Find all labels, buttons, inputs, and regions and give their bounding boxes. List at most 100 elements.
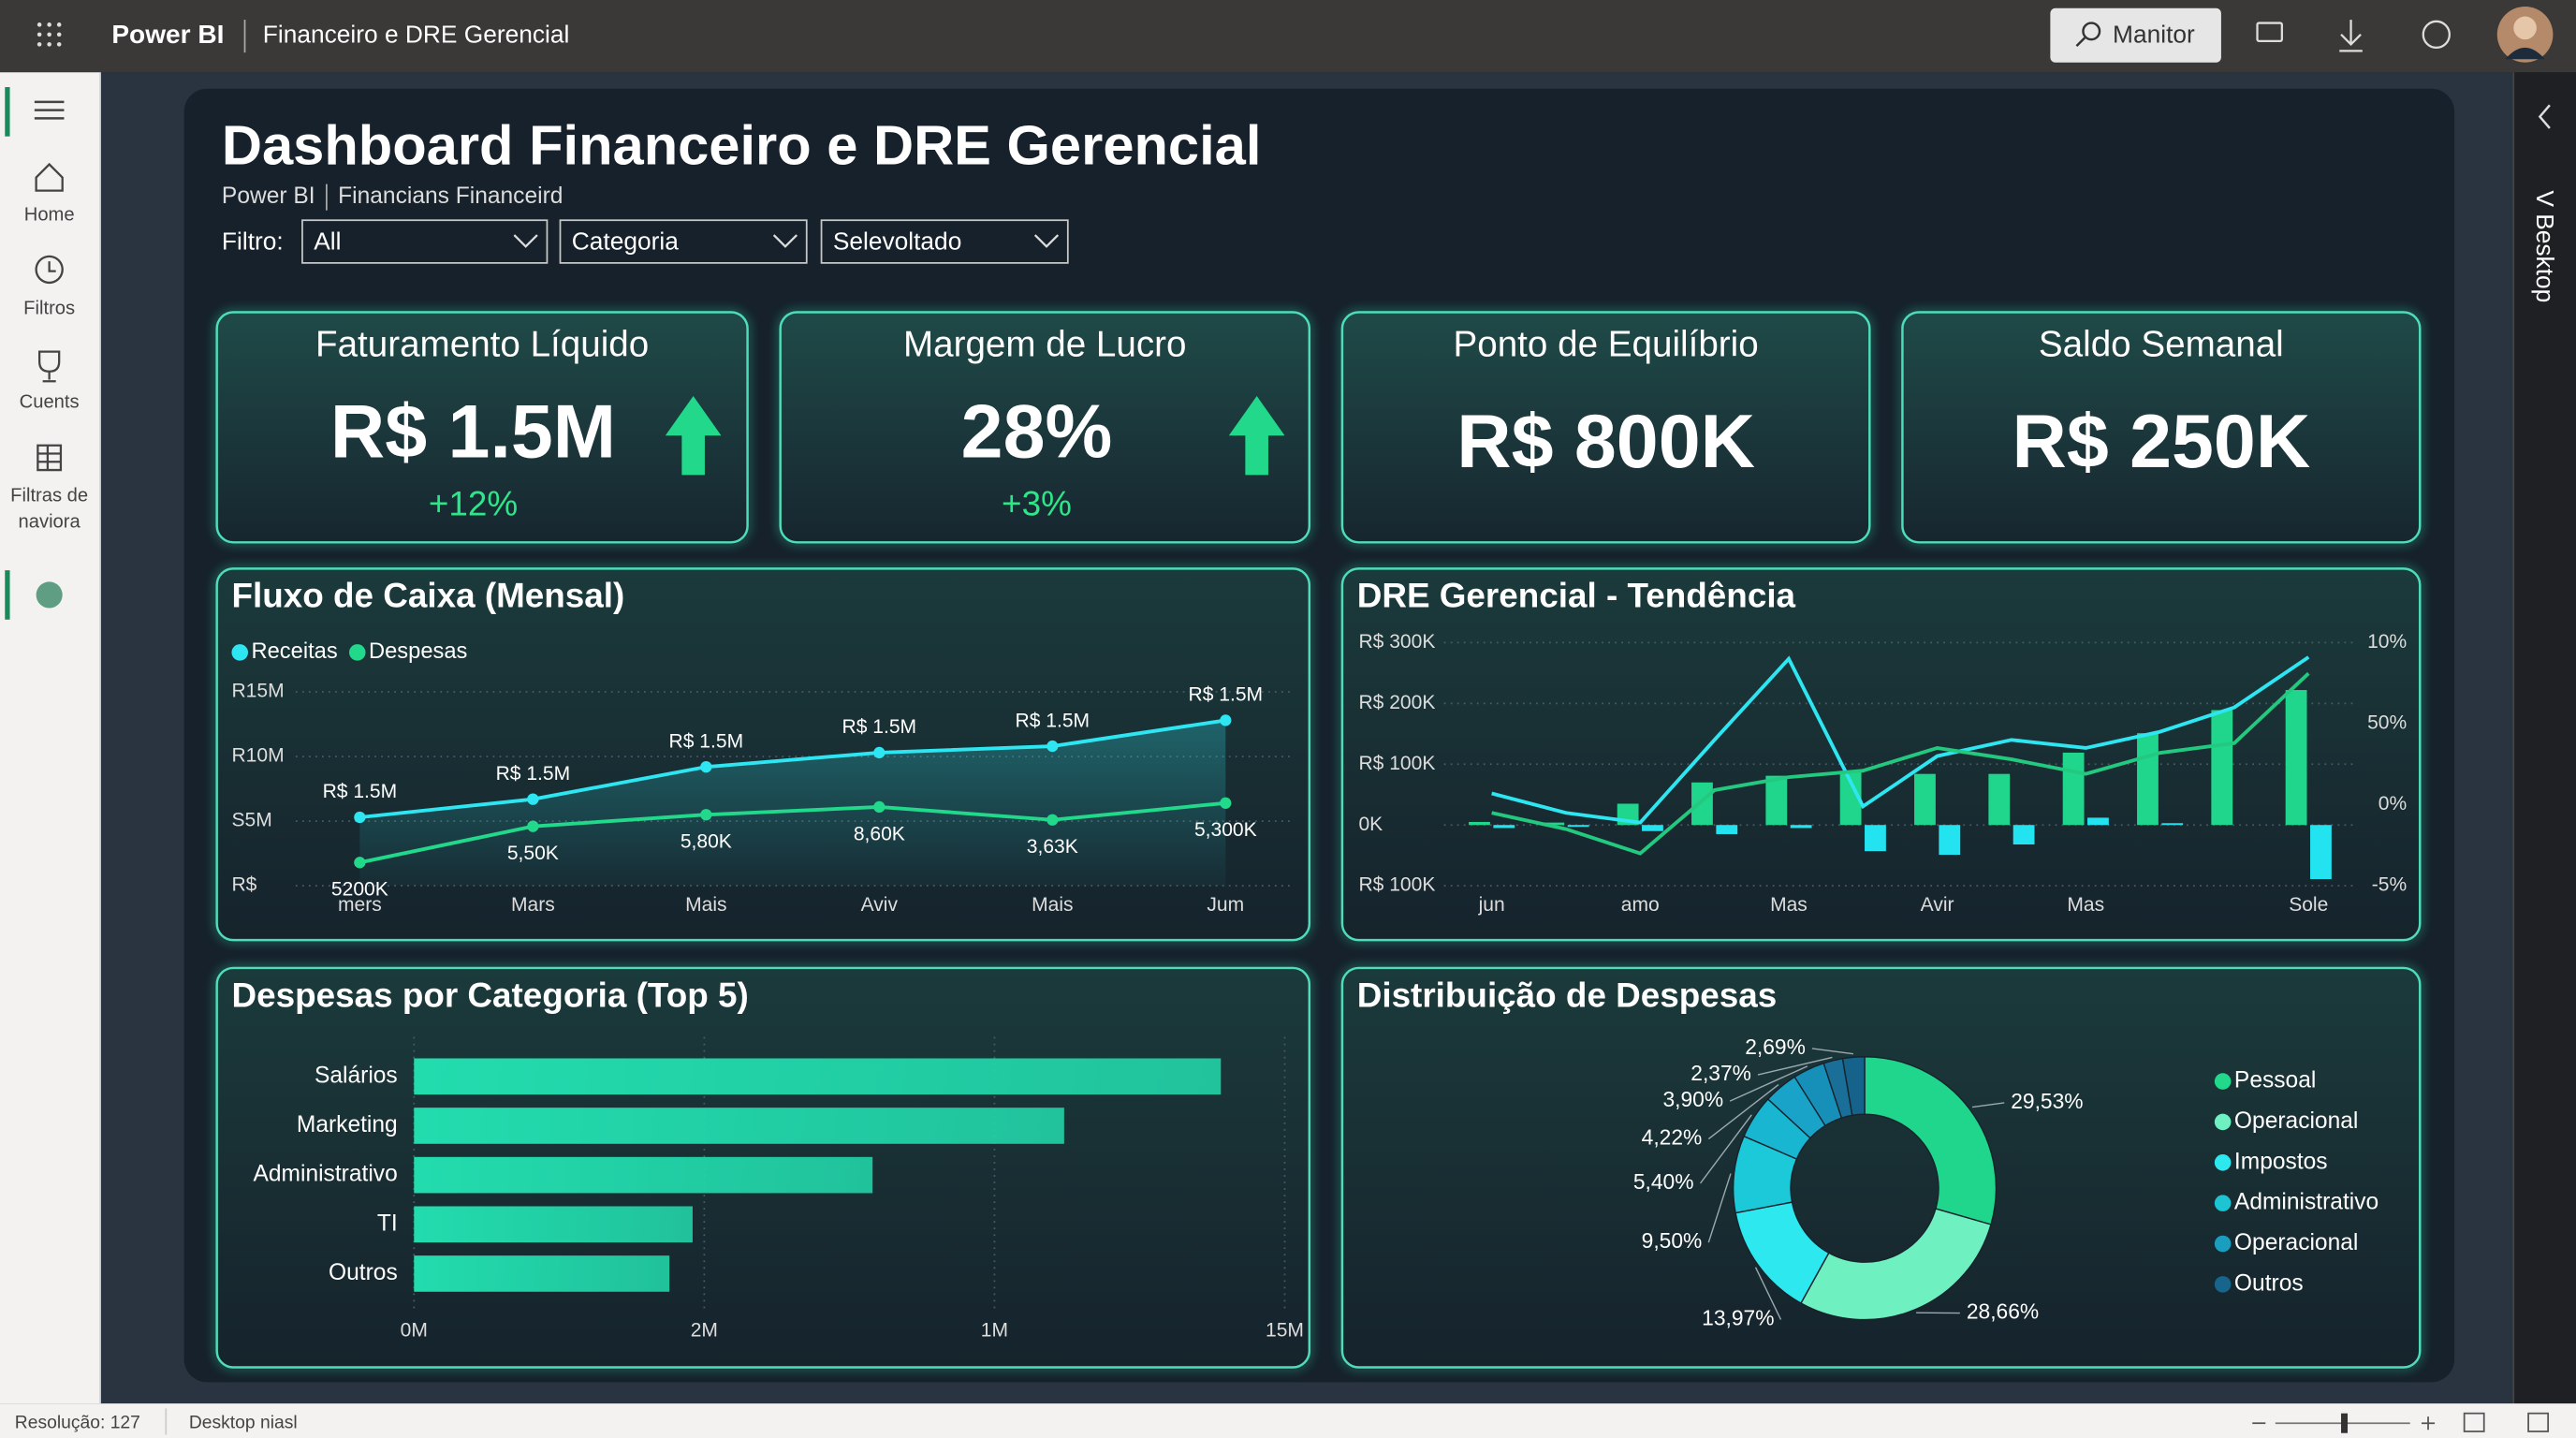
series-line [1491,671,2310,856]
collapse-chevron[interactable] [2538,104,2551,129]
nav-icon[interactable] [37,444,63,472]
app-launcher-dot[interactable] [56,22,62,27]
legend-label: Receitas [252,639,338,664]
x-tick-label: Aviv [861,894,899,916]
kpi-card [1901,311,2422,544]
avatar-face [2513,16,2537,40]
search-icon[interactable] [2082,22,2101,41]
app-launcher-dot[interactable] [47,32,51,37]
category-label: Salários [315,1063,398,1088]
kpi-title: Saldo Semanal [2039,325,2284,365]
dropdown-chevron[interactable] [513,234,538,248]
kpi-card [215,311,749,544]
report-name: Financeiro e DRE Gerencial [263,21,570,49]
x-tick-label: amo [1621,894,1660,916]
bar [1765,775,1788,826]
zoom-in[interactable] [2422,1416,2436,1431]
nav-label[interactable]: naviora [19,512,81,533]
filter-dropdown-value[interactable]: Categoria [572,227,679,256]
app-launcher-dot[interactable] [37,42,42,47]
side-panel-label[interactable]: V Besktop [2531,190,2559,302]
filter-dropdown-value[interactable]: All [314,227,341,256]
workspace-icon[interactable] [36,581,63,609]
fullscreen-icon[interactable] [2527,1412,2550,1432]
nav-label[interactable]: Filtros [23,298,75,318]
app-launcher-dot[interactable] [47,42,51,47]
app-launcher-dot[interactable] [47,22,51,27]
donut-slice [1841,1056,1866,1117]
data-point [527,820,539,832]
bar [1839,770,1862,826]
monitor-button-label[interactable]: Manitor [2113,21,2195,49]
dashboard-title: Dashboard Financeiro e DRE Gerencial [222,114,1262,177]
x-tick-label: Mas [1770,894,1808,916]
nav-icon[interactable] [35,255,64,284]
kpi-delta: +12% [429,484,518,522]
zoom-thumb[interactable] [2341,1413,2349,1433]
bar [414,1108,1064,1144]
data-point [1220,797,1232,809]
data-label: 5,300K [1194,819,1257,841]
monitor-button[interactable] [2050,7,2221,63]
kpi-card [779,311,1311,544]
right-panel [2513,72,2576,1404]
bar [2087,817,2109,826]
data-point [354,811,366,824]
nav-label[interactable]: Cuents [20,391,80,412]
data-label: 8,60K [854,823,905,844]
bar [1988,773,2011,826]
app-launcher-dot[interactable] [37,22,42,27]
bar [1865,825,1886,852]
y2-tick-label: 0% [2378,793,2407,814]
y-tick-label: R$ [231,874,256,896]
bar [1543,822,1565,826]
app-launcher-dot[interactable] [37,32,42,37]
data-label: 5200K [331,879,388,901]
data-label: 29,53% [2011,1089,2083,1113]
nav-label[interactable]: Home [24,204,75,225]
data-label: 2,69% [1745,1034,1806,1059]
comment-icon[interactable] [2256,22,2283,43]
dropdown-chevron[interactable] [772,234,798,248]
x-tick-label: Mais [1032,894,1073,916]
app-launcher-dot[interactable] [56,42,62,47]
dropdown-chevron[interactable] [1033,234,1060,248]
nav-label[interactable]: Filtras de [10,485,88,506]
left-nav [0,72,101,1404]
nav-icon[interactable] [35,162,64,192]
legend-label: Pessoal [2234,1068,2316,1093]
legend-label: Impostos [2234,1149,2328,1174]
filter-dropdown-value[interactable]: Selevoltado [833,227,962,256]
filter-dropdown[interactable] [301,219,549,264]
bar [2137,733,2159,826]
chart-panel [1340,966,2422,1369]
x-tick-label: 1M [981,1319,1008,1341]
series-line [359,718,1226,819]
fit-page-icon[interactable] [2463,1412,2485,1432]
chart-title: DRE Gerencial - Tendência [1357,577,1796,615]
y-tick-label: R15M [231,681,284,702]
filter-dropdown[interactable] [820,219,1069,264]
y-tick-label: R$ 100K [1358,753,1435,774]
settings-icon[interactable] [2422,20,2451,50]
download-icon[interactable] [2339,20,2363,52]
filter-label: Filtro: [222,227,284,256]
legend-marker [2214,1195,2232,1211]
chart-title: Distribuição de Despesas [1357,976,1778,1014]
donut-slice [1864,1056,1998,1225]
bar [1691,782,1713,826]
bar [1939,825,1961,856]
x-tick-label: 0M [401,1319,428,1341]
filter-dropdown[interactable] [559,219,808,264]
search-icon-handle[interactable] [2075,37,2086,48]
legend-label: Administrativo [2234,1190,2378,1215]
legend-label: Despesas [369,639,467,664]
nav-icon[interactable] [37,350,61,383]
x-tick-label: Jum [1207,894,1244,916]
x-tick-label: jun [1478,894,1505,916]
series-line [1491,655,2310,825]
app-launcher-dot[interactable] [56,32,62,37]
kpi-value: 28% [961,389,1113,474]
chart-title: Despesas por Categoria (Top 5) [231,976,748,1014]
